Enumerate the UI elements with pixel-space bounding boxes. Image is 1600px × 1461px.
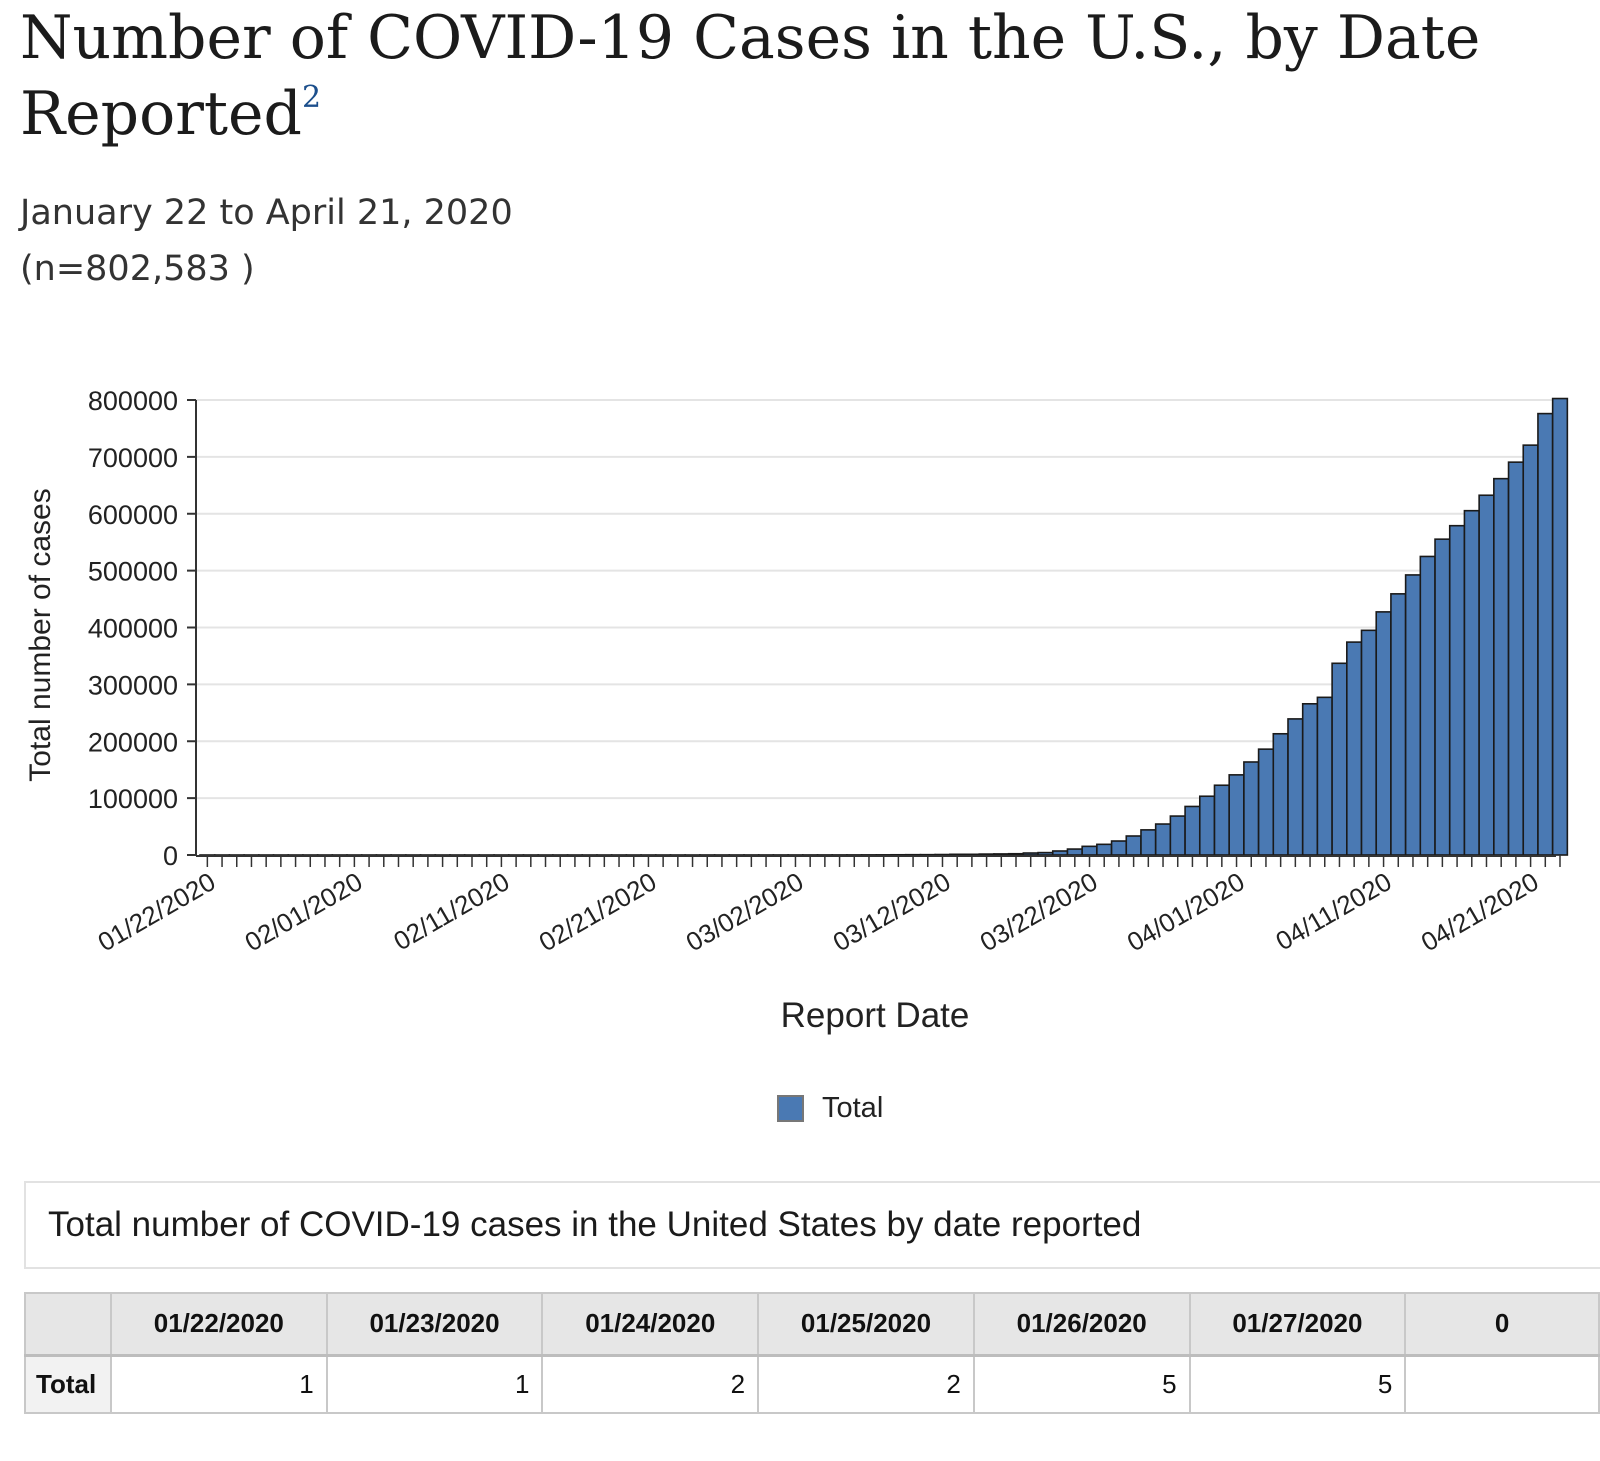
bar[interactable] bbox=[1243, 761, 1260, 856]
table-cell: 1 bbox=[109, 1354, 328, 1414]
bar[interactable] bbox=[1169, 815, 1186, 856]
y-tick-label: 200000 bbox=[88, 727, 178, 757]
table-cell: 5 bbox=[972, 1354, 1191, 1414]
bar[interactable] bbox=[1404, 574, 1422, 856]
x-tick-label: 03/02/2020 bbox=[681, 866, 809, 957]
bar[interactable] bbox=[1037, 851, 1054, 856]
page-title: Number of COVID-19 Cases in the U.S., by… bbox=[20, 0, 1540, 152]
bar[interactable] bbox=[1331, 662, 1348, 856]
x-tick-label: 03/22/2020 bbox=[975, 866, 1103, 957]
bar[interactable] bbox=[1272, 732, 1289, 856]
bar[interactable] bbox=[1448, 524, 1466, 856]
chart-bars bbox=[199, 397, 1569, 856]
bar[interactable] bbox=[1434, 538, 1451, 856]
table-cell: 5 bbox=[1188, 1354, 1407, 1414]
bar[interactable] bbox=[1198, 795, 1216, 856]
table-corner-cell bbox=[24, 1292, 112, 1357]
x-tick-label: 04/21/2020 bbox=[1416, 866, 1544, 957]
cases-bar-chart: 0 100000 200000 300000 400000 500000 600000 700… bbox=[24, 386, 1569, 1035]
table-column-header: 01/22/2020 bbox=[109, 1292, 328, 1357]
bar[interactable] bbox=[993, 853, 1010, 856]
chart-gridlines bbox=[196, 399, 1556, 800]
date-range-text: January 22 to April 21, 2020 bbox=[20, 193, 513, 233]
bar[interactable] bbox=[1022, 852, 1039, 856]
bar[interactable] bbox=[1346, 641, 1363, 856]
table-column-header: 01/23/2020 bbox=[325, 1292, 544, 1357]
chart-subtitle: January 22 to April 21, 2020 (n=802,583 … bbox=[20, 185, 513, 297]
x-tick-label: 02/01/2020 bbox=[240, 866, 368, 957]
bar[interactable] bbox=[1184, 805, 1201, 856]
case-count-text: (n=802,583 ) bbox=[20, 249, 255, 289]
bar[interactable] bbox=[1551, 397, 1569, 856]
x-tick-label: 01/22/2020 bbox=[93, 866, 221, 957]
bar[interactable] bbox=[1257, 748, 1275, 856]
y-tick-label: 300000 bbox=[88, 670, 178, 700]
table-column-header: 01/25/2020 bbox=[757, 1292, 975, 1357]
bar[interactable] bbox=[1301, 702, 1319, 856]
bar[interactable] bbox=[1081, 845, 1098, 856]
table-column-header: 0 bbox=[1404, 1292, 1600, 1357]
bar[interactable] bbox=[1051, 850, 1069, 856]
table-caption-text: Total number of COVID-19 cases in the Un… bbox=[48, 1205, 1142, 1244]
y-tick-label: 400000 bbox=[88, 614, 178, 644]
bar[interactable] bbox=[1507, 461, 1525, 856]
y-tick-label: 0 bbox=[163, 841, 178, 871]
bar[interactable] bbox=[1360, 629, 1378, 856]
bar[interactable] bbox=[1316, 696, 1333, 856]
bar[interactable] bbox=[1066, 848, 1083, 856]
bar[interactable] bbox=[949, 853, 966, 856]
page-title-text: Number of COVID-19 Cases in the U.S., by… bbox=[20, 3, 1481, 149]
table-column-header: 01/26/2020 bbox=[972, 1292, 1191, 1357]
bar[interactable] bbox=[1007, 852, 1025, 856]
bar[interactable] bbox=[1478, 494, 1495, 856]
legend-swatch-total bbox=[777, 1094, 804, 1122]
bar[interactable] bbox=[1140, 829, 1157, 856]
x-tick-label: 04/11/2020 bbox=[1271, 866, 1397, 956]
table-row: Total 1 1 2 2 5 5 bbox=[24, 1354, 1600, 1414]
bar[interactable] bbox=[1228, 774, 1245, 856]
x-axis-label: Report Date bbox=[781, 996, 970, 1035]
bar[interactable] bbox=[963, 853, 981, 856]
bar[interactable] bbox=[1493, 477, 1510, 856]
x-tick-label: 04/01/2020 bbox=[1122, 866, 1250, 957]
table-header-row: 01/22/2020 01/23/2020 01/24/2020 01/25/2… bbox=[24, 1292, 1600, 1357]
chart-legend: Total bbox=[777, 1092, 883, 1124]
bar[interactable] bbox=[978, 853, 995, 856]
table-cell: 2 bbox=[757, 1354, 975, 1414]
y-tick-label: 500000 bbox=[88, 557, 178, 587]
table-column-header: 01/27/2020 bbox=[1188, 1292, 1407, 1357]
bar[interactable] bbox=[1463, 509, 1480, 856]
x-tick-label: 02/21/2020 bbox=[534, 866, 662, 957]
y-tick-label: 100000 bbox=[88, 784, 178, 814]
bar[interactable] bbox=[1522, 444, 1539, 856]
table-caption: Total number of COVID-19 cases in the Un… bbox=[24, 1181, 1600, 1269]
y-tick-label: 700000 bbox=[88, 443, 178, 473]
table-cell bbox=[1404, 1354, 1600, 1414]
y-axis-label: Total number of cases bbox=[24, 488, 57, 781]
footnote-link[interactable]: 2 bbox=[301, 80, 322, 115]
table-row-header: Total bbox=[24, 1354, 112, 1414]
table-column-header: 01/24/2020 bbox=[541, 1292, 760, 1357]
bar[interactable] bbox=[1419, 555, 1436, 856]
legend-label-total: Total bbox=[822, 1091, 884, 1124]
y-tick-label: 600000 bbox=[88, 500, 178, 530]
table-cell: 1 bbox=[325, 1354, 544, 1414]
bar[interactable] bbox=[1390, 593, 1407, 856]
bar[interactable] bbox=[1125, 835, 1142, 856]
bar[interactable] bbox=[1096, 843, 1113, 856]
bar[interactable] bbox=[1213, 784, 1230, 856]
cases-data-table: 01/22/2020 01/23/2020 01/24/2020 01/25/2… bbox=[24, 1292, 1600, 1414]
x-tick-label: 03/12/2020 bbox=[828, 866, 956, 957]
bar[interactable] bbox=[1375, 611, 1392, 856]
bar[interactable] bbox=[1110, 840, 1128, 856]
y-tick-label: 800000 bbox=[88, 386, 178, 416]
table-cell: 2 bbox=[541, 1354, 760, 1414]
x-tick-label: 02/11/2020 bbox=[388, 866, 514, 956]
bar[interactable] bbox=[1154, 823, 1172, 856]
bar[interactable] bbox=[1537, 412, 1554, 856]
bar[interactable] bbox=[1287, 718, 1304, 856]
